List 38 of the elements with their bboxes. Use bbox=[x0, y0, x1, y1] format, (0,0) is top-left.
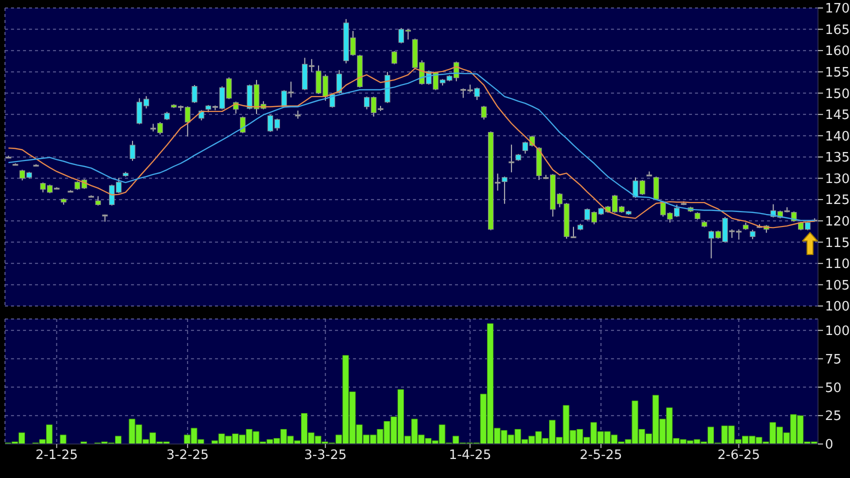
y-tick-label: 160 bbox=[825, 44, 850, 60]
candlestick bbox=[481, 105, 487, 120]
y-tick-label: 110 bbox=[825, 257, 850, 272]
y-tick-label: 140 bbox=[825, 129, 850, 144]
candlestick bbox=[508, 144, 514, 173]
candlestick bbox=[336, 70, 342, 94]
y-tick-label: 120 bbox=[825, 214, 850, 230]
candlestick bbox=[95, 196, 101, 206]
y-tick-label: 170 bbox=[825, 2, 850, 17]
y-tick-label: 0 bbox=[825, 438, 834, 453]
candlestick bbox=[750, 229, 756, 240]
y-tick-label: 155 bbox=[825, 65, 850, 80]
x-tick-label: 3-3-25 bbox=[304, 448, 347, 464]
y-tick-label: 100 bbox=[825, 324, 850, 339]
x-tick-label: 1-4-25 bbox=[448, 448, 492, 464]
y-tick-label: 150 bbox=[825, 86, 850, 102]
x-tick-label: 2-6-25 bbox=[718, 448, 760, 464]
x-tick-label: 3-2-25 bbox=[166, 448, 209, 464]
bar bbox=[60, 434, 66, 444]
y-tick-label: 75 bbox=[825, 352, 842, 368]
candlestick bbox=[240, 116, 246, 134]
y-tick-label: 115 bbox=[825, 236, 850, 251]
candlestick bbox=[130, 140, 136, 162]
y-tick-label: 105 bbox=[825, 278, 850, 294]
y-tick-label: 125 bbox=[825, 193, 850, 208]
candlestick bbox=[502, 176, 508, 204]
candlestick bbox=[392, 50, 398, 65]
candlestick bbox=[192, 84, 198, 104]
y-tick-label: 135 bbox=[825, 150, 850, 166]
y-tick-label: 100 bbox=[825, 300, 850, 315]
y-tick-label: 165 bbox=[825, 22, 850, 38]
y-tick-label: 145 bbox=[825, 108, 850, 124]
y-tick-label: 25 bbox=[825, 409, 842, 424]
y-tick-label: 50 bbox=[825, 380, 842, 396]
candlestick bbox=[653, 176, 659, 200]
y-tick-label: 130 bbox=[825, 172, 850, 187]
x-tick-label: 2-5-25 bbox=[580, 448, 622, 464]
x-tick-label: 2-1-25 bbox=[35, 448, 78, 464]
